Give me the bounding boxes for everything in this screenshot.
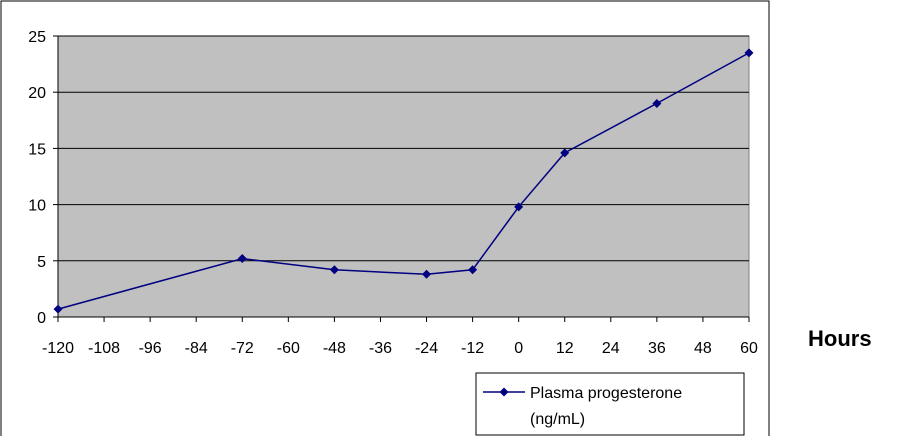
legend: Plasma progesterone (ng/mL) (475, 372, 745, 436)
y-tick-label-4: 20 (28, 85, 46, 102)
data-point-6 (560, 148, 570, 158)
data-point-0 (53, 304, 63, 314)
x-tick-label-15: 60 (740, 340, 758, 357)
data-point-4 (468, 265, 478, 275)
legend-label-line2: (ng/mL) (530, 411, 585, 428)
data-point-8 (744, 48, 754, 58)
x-tick-label-2: -96 (139, 340, 162, 357)
x-tick-label-5: -60 (277, 340, 300, 357)
legend-label-line1: Plasma progesterone (530, 385, 682, 402)
data-point-1 (237, 254, 247, 264)
data-point-2 (329, 265, 339, 275)
legend-box (475, 372, 745, 436)
x-tick-label-4: -72 (231, 340, 254, 357)
x-tick-label-13: 36 (648, 340, 666, 357)
x-tick-label-8: -24 (415, 340, 438, 357)
x-tick-label-11: 12 (556, 340, 574, 357)
y-axis-ticks: 0 5 10 15 20 25 (28, 29, 58, 327)
axes (57, 36, 749, 318)
x-tick-label-6: -48 (323, 340, 346, 357)
x-tick-label-7: -36 (369, 340, 392, 357)
x-tick-label-10: 0 (514, 340, 523, 357)
y-tick-label-3: 15 (28, 141, 46, 158)
data-point-7 (652, 98, 662, 108)
y-tick-label-5: 25 (28, 29, 46, 46)
x-tick-label-0: -120 (42, 340, 74, 357)
data-point-3 (422, 269, 432, 279)
x-tick-label-1: -108 (88, 340, 120, 357)
data-point-5 (514, 202, 524, 212)
plot-area (57, 35, 750, 318)
x-axis-label: Hours (808, 326, 872, 351)
x-tick-label-3: -84 (185, 340, 208, 357)
y-tick-label-1: 5 (37, 254, 46, 271)
gridlines (58, 35, 749, 262)
y-tick-label-2: 10 (28, 198, 46, 215)
x-axis-ticks: -120 -108 -96 -84 -72 -60 -48 -36 -24 -12 0 12 24 36 4… (42, 317, 758, 357)
legend-marker-diamond (499, 387, 509, 397)
x-tick-label-9: -12 (461, 340, 484, 357)
y-tick-label-0: 0 (37, 310, 46, 327)
series-layer (53, 48, 754, 314)
x-tick-label-14: 48 (694, 340, 712, 357)
x-tick-label-12: 24 (602, 340, 620, 357)
